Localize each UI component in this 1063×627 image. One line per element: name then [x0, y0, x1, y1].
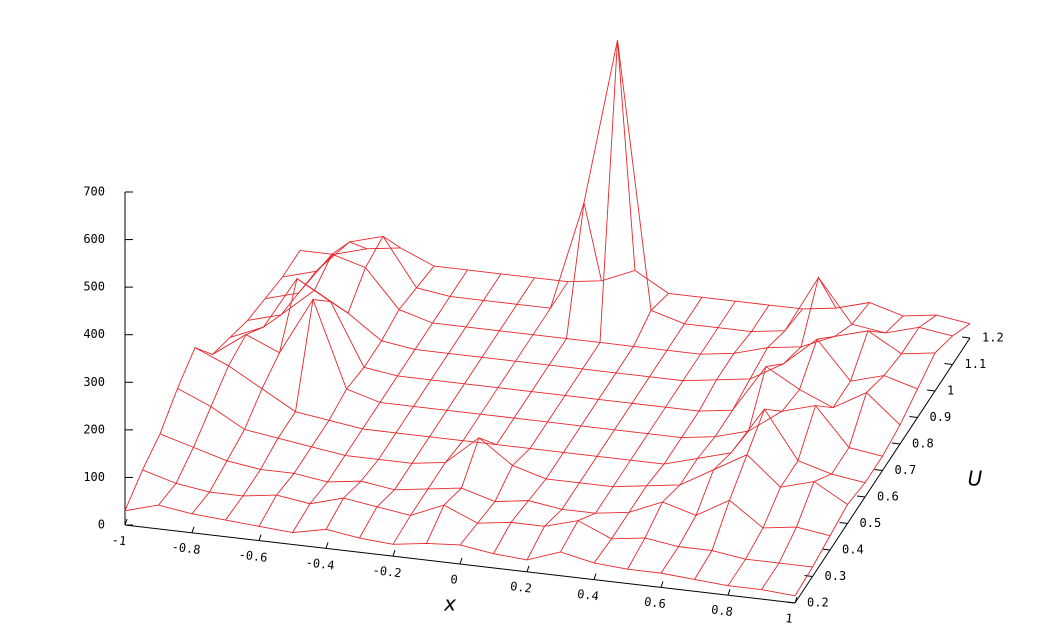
- u-tick: [786, 601, 796, 604]
- x-tick-label: -0.4: [305, 555, 335, 572]
- u-tick-label: 1: [947, 384, 954, 398]
- mesh-column: [593, 304, 770, 564]
- u-tick-label: 0.8: [912, 437, 934, 451]
- u-tick-label: 0.9: [930, 410, 952, 424]
- x-tick: [593, 573, 597, 580]
- x-tick: [392, 550, 396, 557]
- u-tick: [926, 389, 936, 392]
- x-tick: [191, 526, 195, 533]
- u-tick-label: 1.2: [982, 331, 1004, 345]
- u-tick: [804, 575, 813, 577]
- x-tick-label: -0.2: [372, 563, 402, 580]
- x-tick-label: 0: [450, 572, 459, 587]
- mesh-column: [459, 40, 636, 546]
- z-tick-label: 200: [83, 422, 105, 436]
- x-tick: [660, 581, 664, 588]
- mesh-column: [258, 265, 435, 527]
- u-tick: [839, 522, 848, 524]
- mesh-column: [526, 297, 703, 561]
- x-tick-label: 0.8: [710, 602, 733, 619]
- mesh-column: [158, 254, 334, 506]
- u-tick-label: 0.2: [807, 596, 829, 610]
- mesh-column: [191, 241, 368, 515]
- x-tick-label: -0.6: [238, 547, 268, 564]
- u-axis-label: U: [968, 467, 983, 491]
- x-tick-label: 0.4: [576, 587, 599, 604]
- z-tick-label: 300: [83, 375, 105, 389]
- z-tick-label: 100: [83, 470, 105, 484]
- x-tick-label: -1: [111, 533, 127, 549]
- mesh-column: [359, 277, 535, 539]
- mesh-column: [761, 314, 937, 590]
- x-tick: [727, 589, 731, 596]
- z-tick-label: 600: [83, 232, 105, 246]
- u-tick: [944, 363, 953, 365]
- mesh-column: [660, 276, 837, 574]
- u-tick-label: 0.5: [860, 516, 882, 530]
- u-tick-label: 0.7: [895, 463, 917, 477]
- u-tick: [856, 495, 866, 498]
- mesh-column: [694, 302, 870, 580]
- mesh-column: [727, 315, 904, 586]
- u-tick: [874, 469, 883, 471]
- mesh-row: [282, 39, 953, 337]
- z-tick-label: 700: [83, 185, 105, 199]
- x-tick: [124, 518, 128, 526]
- u-tick-label: 0.3: [825, 569, 847, 583]
- mesh-row: [299, 247, 971, 325]
- mesh-column: [627, 308, 803, 570]
- mesh-column: [392, 281, 569, 545]
- mesh-column: [225, 235, 401, 521]
- u-tick: [821, 548, 831, 551]
- x-tick-label: 0.2: [509, 579, 532, 596]
- u-tick: [961, 336, 971, 339]
- mesh-column: [325, 273, 502, 530]
- x-tick: [325, 542, 329, 549]
- z-tick-label: 500: [83, 280, 105, 294]
- x-tick-label: -0.8: [171, 540, 201, 557]
- z-tick-label: 0: [98, 518, 105, 532]
- mesh-column: [426, 202, 602, 544]
- x-tick: [794, 596, 798, 604]
- mesh-column: [292, 269, 468, 533]
- x-tick: [459, 557, 463, 565]
- x-tick-label: 1: [785, 611, 794, 626]
- mesh-column: [493, 293, 669, 554]
- u-tick-label: 1.1: [965, 357, 987, 371]
- u-tick-label: 0.6: [877, 490, 899, 504]
- x-tick: [526, 565, 530, 572]
- x-tick: [258, 534, 262, 541]
- x-axis-label: x: [443, 592, 456, 616]
- mesh-column: [794, 323, 971, 597]
- mesh-row: [159, 433, 831, 537]
- z-tick-label: 400: [83, 327, 105, 341]
- u-tick: [909, 416, 918, 418]
- u-tick: [891, 442, 901, 445]
- u-tick-label: 0.4: [842, 543, 864, 557]
- mesh-column: [560, 300, 736, 553]
- x-tick-label: 0.6: [643, 595, 666, 612]
- mesh-column: [124, 250, 301, 511]
